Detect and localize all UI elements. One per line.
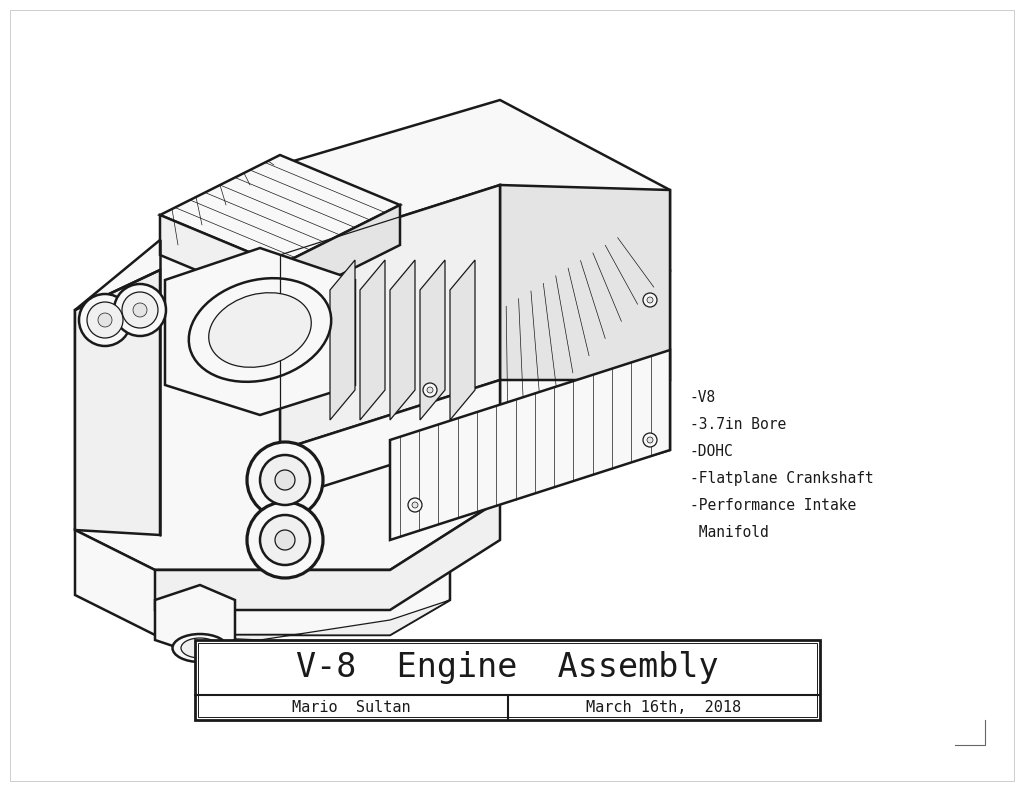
Polygon shape — [165, 248, 355, 415]
Ellipse shape — [209, 293, 311, 367]
Circle shape — [643, 433, 657, 447]
Polygon shape — [155, 600, 450, 640]
Ellipse shape — [188, 278, 331, 382]
Polygon shape — [75, 240, 500, 570]
Polygon shape — [390, 350, 670, 540]
Circle shape — [647, 297, 653, 303]
Ellipse shape — [181, 638, 219, 658]
Text: -Flatplane Crankshaft: -Flatplane Crankshaft — [690, 471, 873, 486]
Polygon shape — [280, 380, 500, 500]
Polygon shape — [500, 215, 670, 500]
Circle shape — [643, 293, 657, 307]
Text: Mario  Sultan: Mario Sultan — [292, 700, 411, 715]
Polygon shape — [330, 260, 355, 420]
Circle shape — [427, 387, 433, 393]
Polygon shape — [160, 155, 400, 265]
Circle shape — [114, 284, 166, 336]
Polygon shape — [390, 140, 630, 280]
Circle shape — [247, 442, 323, 518]
Text: March 16th,  2018: March 16th, 2018 — [586, 700, 741, 715]
Bar — [195, 640, 820, 720]
Text: V-8  Engine  Assembly: V-8 Engine Assembly — [296, 651, 719, 684]
Polygon shape — [280, 100, 670, 270]
Polygon shape — [160, 215, 280, 305]
Circle shape — [122, 292, 158, 328]
Polygon shape — [155, 500, 500, 610]
Polygon shape — [360, 260, 385, 420]
Polygon shape — [280, 205, 400, 305]
Circle shape — [275, 530, 295, 550]
Polygon shape — [390, 260, 415, 420]
Polygon shape — [280, 185, 500, 450]
Polygon shape — [450, 260, 475, 420]
Circle shape — [247, 502, 323, 578]
Text: -Performance Intake: -Performance Intake — [690, 498, 856, 513]
Circle shape — [260, 515, 310, 565]
Circle shape — [423, 383, 437, 397]
Polygon shape — [160, 180, 500, 240]
Circle shape — [647, 437, 653, 443]
Text: -3.7in Bore: -3.7in Bore — [690, 417, 786, 432]
Polygon shape — [75, 530, 450, 635]
Bar — [198, 643, 817, 717]
Polygon shape — [75, 270, 160, 535]
Circle shape — [260, 455, 310, 505]
Text: -DOHC: -DOHC — [690, 444, 734, 459]
Polygon shape — [420, 260, 445, 420]
Circle shape — [275, 470, 295, 490]
Polygon shape — [155, 585, 234, 655]
Circle shape — [133, 303, 147, 317]
Circle shape — [98, 313, 112, 327]
Polygon shape — [500, 185, 670, 380]
Ellipse shape — [172, 634, 227, 662]
Circle shape — [79, 294, 131, 346]
Text: Manifold: Manifold — [690, 525, 769, 540]
Circle shape — [87, 302, 123, 338]
Text: -V8: -V8 — [690, 390, 716, 405]
Circle shape — [412, 502, 418, 508]
Circle shape — [408, 498, 422, 512]
